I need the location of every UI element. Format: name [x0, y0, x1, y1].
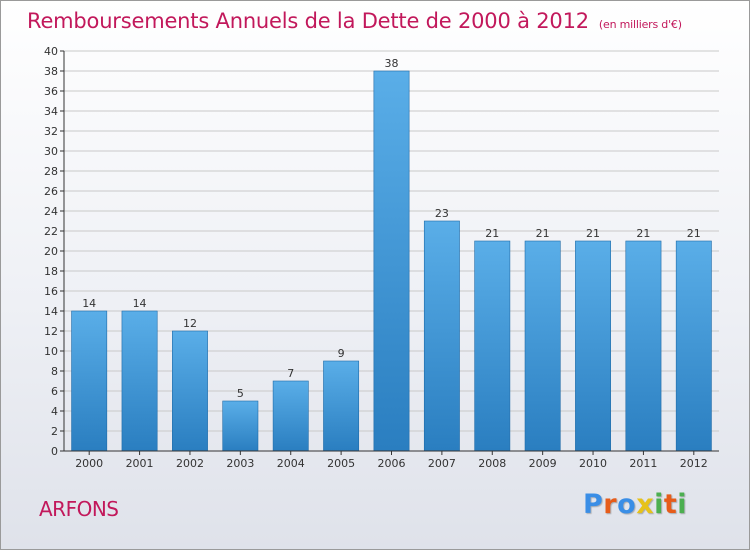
bar-value-label: 12	[183, 317, 197, 330]
logo-letter: r	[603, 489, 618, 520]
y-tick-label: 26	[44, 185, 58, 198]
bar	[474, 240, 511, 452]
y-tick-label: 6	[51, 385, 58, 398]
bar-value-label: 23	[435, 207, 449, 220]
y-tick-label: 0	[51, 445, 58, 458]
y-tick-label: 4	[51, 405, 58, 418]
bar	[575, 240, 611, 452]
y-tick-label: 32	[44, 125, 58, 138]
x-tick-label: 2003	[226, 457, 254, 470]
y-tick-label: 2	[51, 425, 58, 438]
logo-letter: x	[636, 489, 655, 520]
y-tick-label: 20	[44, 245, 58, 258]
y-tick-label: 12	[44, 325, 58, 338]
place-name: ARFONS	[39, 497, 119, 521]
y-tick-label: 8	[51, 365, 58, 378]
bar	[121, 310, 158, 452]
bar	[675, 240, 712, 452]
bar-value-label: 14	[133, 297, 147, 310]
y-tick-label: 34	[44, 105, 58, 118]
x-tick-label: 2000	[75, 457, 103, 470]
logo-letter: P	[583, 489, 604, 520]
chart-title: Remboursements Annuels de la Dette de 20…	[27, 9, 682, 33]
x-tick-label: 2009	[529, 457, 557, 470]
y-tick-label: 40	[44, 45, 58, 58]
bar-value-label: 9	[338, 347, 345, 360]
x-tick-label: 2002	[176, 457, 204, 470]
y-tick-label: 30	[44, 145, 58, 158]
unit-note: (en milliers d'€)	[598, 18, 682, 31]
chart-title-text: Remboursements Annuels de la Dette de 20…	[27, 9, 589, 33]
bar-value-label: 14	[82, 297, 96, 310]
proxiti-logo: Proxiti	[583, 489, 687, 520]
x-tick-label: 2008	[478, 457, 506, 470]
logo-letter: i	[654, 489, 664, 520]
bar	[222, 400, 259, 452]
y-tick-label: 18	[44, 265, 58, 278]
bar	[373, 70, 410, 452]
x-tick-label: 2006	[378, 457, 406, 470]
bar	[71, 310, 108, 452]
x-tick-label: 2012	[680, 457, 708, 470]
logo-letter: o	[617, 489, 637, 520]
labels: 0246810121416182022242628303234363840142…	[44, 45, 708, 470]
bar-value-label: 21	[636, 227, 650, 240]
x-tick-label: 2005	[327, 457, 355, 470]
bar	[172, 330, 208, 452]
axes	[60, 50, 719, 455]
y-tick-label: 22	[44, 225, 58, 238]
bar-value-label: 21	[485, 227, 499, 240]
bar	[323, 360, 360, 452]
bar-value-label: 21	[586, 227, 600, 240]
y-tick-label: 36	[44, 85, 58, 98]
bar-value-label: 21	[536, 227, 550, 240]
bar	[524, 240, 561, 452]
y-tick-label: 10	[44, 345, 58, 358]
x-tick-label: 2001	[126, 457, 154, 470]
x-tick-label: 2004	[277, 457, 305, 470]
x-tick-label: 2010	[579, 457, 607, 470]
y-tick-label: 38	[44, 65, 58, 78]
x-tick-label: 2007	[428, 457, 456, 470]
logo-letter: i	[677, 489, 688, 520]
bar	[423, 220, 460, 452]
bars	[71, 70, 712, 452]
bar	[272, 380, 309, 452]
bar-value-label: 38	[385, 57, 399, 70]
bar-value-label: 5	[237, 387, 244, 400]
bar-value-label: 7	[287, 367, 294, 380]
bar	[625, 240, 662, 452]
y-tick-label: 24	[44, 205, 58, 218]
y-tick-label: 16	[44, 285, 58, 298]
y-tick-label: 14	[44, 305, 58, 318]
bar-value-label: 21	[687, 227, 701, 240]
x-tick-label: 2011	[629, 457, 657, 470]
logo-letter: t	[663, 489, 678, 520]
y-tick-label: 28	[44, 165, 58, 178]
